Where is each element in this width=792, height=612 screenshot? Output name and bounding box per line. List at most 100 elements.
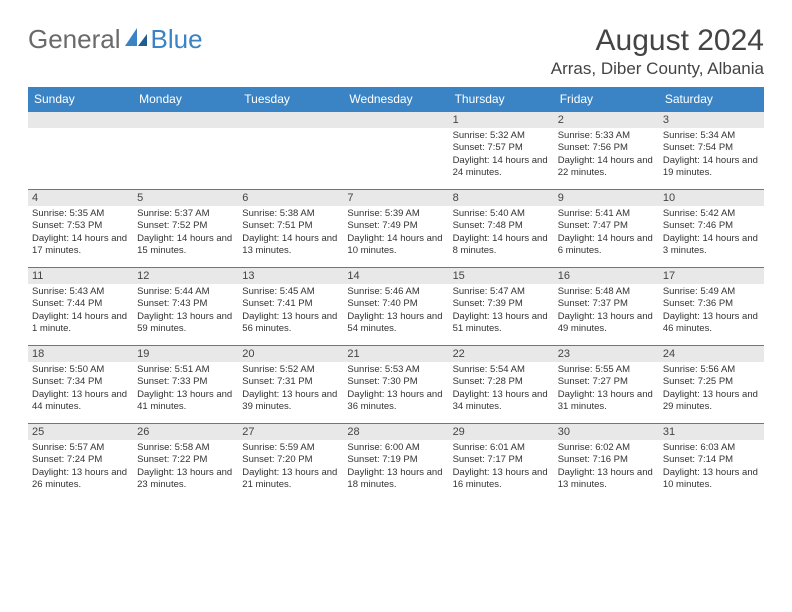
calendar-cell: 4 Sunrise: 5:35 AMSunset: 7:53 PMDaylight…	[28, 189, 133, 267]
day-info: Sunrise: 5:48 AMSunset: 7:37 PMDaylight:…	[558, 286, 655, 335]
location-subtitle: Arras, Diber County, Albania	[551, 59, 764, 79]
day-number: 24	[659, 346, 764, 362]
day-number: 23	[554, 346, 659, 362]
calendar-cell-empty	[133, 111, 238, 189]
logo-text-blue: Blue	[151, 24, 203, 55]
calendar-cell: 9Sunrise: 5:41 AMSunset: 7:47 PMDaylight…	[554, 189, 659, 267]
weekday-header: Friday	[554, 87, 659, 111]
calendar-cell: 14 Sunrise: 5:46 AMSunset: 7:40 PMDayligh…	[343, 267, 448, 345]
day-info: Sunrise: 5:59 AMSunset: 7:20 PMDaylight:…	[242, 442, 339, 491]
day-info: Sunrise: 5:40 AMSunset: 7:48 PMDaylight:…	[453, 208, 550, 257]
day-info: Sunrise: 5:51 AMSunset: 7:33 PMDaylight:…	[137, 364, 234, 413]
day-number: 22	[449, 346, 554, 362]
day-info: Sunrise: 5:58 AMSunset: 7:22 PMDaylight:…	[137, 442, 234, 491]
day-number: 13	[238, 268, 343, 284]
day-info: Sunrise: 6:02 AMSunset: 7:16 PMDaylight:…	[558, 442, 655, 491]
day-number: 10	[659, 190, 764, 206]
day-number: 31	[659, 424, 764, 440]
calendar-cell: 22 Sunrise: 5:54 AMSunset: 7:28 PMDayligh…	[449, 345, 554, 423]
calendar-cell-empty	[28, 111, 133, 189]
day-number: 26	[133, 424, 238, 440]
title-block: August 2024 Arras, Diber County, Albania	[551, 24, 764, 79]
calendar-cell: 23Sunrise: 5:55 AMSunset: 7:27 PMDayligh…	[554, 345, 659, 423]
day-info: Sunrise: 5:37 AMSunset: 7:52 PMDaylight:…	[137, 208, 234, 257]
weekday-header: Saturday	[659, 87, 764, 111]
day-number: 15	[449, 268, 554, 284]
day-number: 21	[343, 346, 448, 362]
day-info: Sunrise: 6:00 AMSunset: 7:19 PMDaylight:…	[347, 442, 444, 491]
header: General Blue August 2024 Arras, Diber Co…	[28, 24, 764, 79]
day-info: Sunrise: 5:45 AMSunset: 7:41 PMDaylight:…	[242, 286, 339, 335]
calendar-cell-empty	[238, 111, 343, 189]
logo: General Blue	[28, 24, 203, 55]
day-number: 14	[343, 268, 448, 284]
calendar-cell: 24Sunrise: 5:56 AMSunset: 7:25 PMDayligh…	[659, 345, 764, 423]
day-number: 11	[28, 268, 133, 284]
day-info: Sunrise: 5:39 AMSunset: 7:49 PMDaylight:…	[347, 208, 444, 257]
day-number: 25	[28, 424, 133, 440]
calendar-cell: 2Sunrise: 5:33 AMSunset: 7:56 PMDaylight…	[554, 111, 659, 189]
day-number: 6	[238, 190, 343, 206]
day-number: 29	[449, 424, 554, 440]
day-number: 27	[238, 424, 343, 440]
day-number: 3	[659, 112, 764, 128]
day-number: 28	[343, 424, 448, 440]
day-info: Sunrise: 5:34 AMSunset: 7:54 PMDaylight:…	[663, 130, 760, 179]
day-info: Sunrise: 5:53 AMSunset: 7:30 PMDaylight:…	[347, 364, 444, 413]
day-info: Sunrise: 5:43 AMSunset: 7:44 PMDaylight:…	[32, 286, 129, 335]
day-number: 16	[554, 268, 659, 284]
day-info: Sunrise: 5:47 AMSunset: 7:39 PMDaylight:…	[453, 286, 550, 335]
day-info: Sunrise: 5:54 AMSunset: 7:28 PMDaylight:…	[453, 364, 550, 413]
day-number: 30	[554, 424, 659, 440]
day-number: 5	[133, 190, 238, 206]
day-number: 7	[343, 190, 448, 206]
day-info: Sunrise: 5:35 AMSunset: 7:53 PMDaylight:…	[32, 208, 129, 257]
day-number: 12	[133, 268, 238, 284]
weekday-header: Tuesday	[238, 87, 343, 111]
day-number: 1	[449, 112, 554, 128]
calendar-cell: 30 Sunrise: 6:02 AMSunset: 7:16 PMDayligh…	[554, 423, 659, 501]
logo-text-general: General	[28, 24, 121, 55]
weekday-header: Thursday	[449, 87, 554, 111]
logo-sail-icon	[123, 24, 149, 55]
calendar-cell: 20Sunrise: 5:52 AMSunset: 7:31 PMDayligh…	[238, 345, 343, 423]
calendar-cell: 12 Sunrise: 5:44 AMSunset: 7:43 PMDayligh…	[133, 267, 238, 345]
calendar-cell: 3 Sunrise: 5:34 AMSunset: 7:54 PMDaylight…	[659, 111, 764, 189]
calendar-grid: 1Sunrise: 5:32 AMSunset: 7:57 PMDaylight…	[28, 111, 764, 501]
day-number: 8	[449, 190, 554, 206]
calendar-cell: 6Sunrise: 5:38 AMSunset: 7:51 PMDaylight…	[238, 189, 343, 267]
calendar-cell: 31 Sunrise: 6:03 AMSunset: 7:14 PMDayligh…	[659, 423, 764, 501]
calendar-cell: 10 Sunrise: 5:42 AMSunset: 7:46 PMDayligh…	[659, 189, 764, 267]
day-info: Sunrise: 5:57 AMSunset: 7:24 PMDaylight:…	[32, 442, 129, 491]
calendar-cell: 27 Sunrise: 5:59 AMSunset: 7:20 PMDayligh…	[238, 423, 343, 501]
day-info: Sunrise: 5:50 AMSunset: 7:34 PMDaylight:…	[32, 364, 129, 413]
calendar-cell: 17Sunrise: 5:49 AMSunset: 7:36 PMDayligh…	[659, 267, 764, 345]
calendar-cell: 15 Sunrise: 5:47 AMSunset: 7:39 PMDayligh…	[449, 267, 554, 345]
calendar-cell: 25 Sunrise: 5:57 AMSunset: 7:24 PMDayligh…	[28, 423, 133, 501]
day-info: Sunrise: 5:46 AMSunset: 7:40 PMDaylight:…	[347, 286, 444, 335]
day-number: 2	[554, 112, 659, 128]
day-info: Sunrise: 5:41 AMSunset: 7:47 PMDaylight:…	[558, 208, 655, 257]
calendar-cell: 21 Sunrise: 5:53 AMSunset: 7:30 PMDayligh…	[343, 345, 448, 423]
day-info: Sunrise: 6:03 AMSunset: 7:14 PMDaylight:…	[663, 442, 760, 491]
calendar-cell: 28 Sunrise: 6:00 AMSunset: 7:19 PMDayligh…	[343, 423, 448, 501]
day-info: Sunrise: 5:52 AMSunset: 7:31 PMDaylight:…	[242, 364, 339, 413]
calendar-cell: 16 Sunrise: 5:48 AMSunset: 7:37 PMDayligh…	[554, 267, 659, 345]
weekday-header-row: SundayMondayTuesdayWednesdayThursdayFrid…	[28, 87, 764, 111]
weekday-header: Sunday	[28, 87, 133, 111]
calendar-cell: 19Sunrise: 5:51 AMSunset: 7:33 PMDayligh…	[133, 345, 238, 423]
calendar-cell: 1Sunrise: 5:32 AMSunset: 7:57 PMDaylight…	[449, 111, 554, 189]
calendar-cell: 7 Sunrise: 5:39 AMSunset: 7:49 PMDaylight…	[343, 189, 448, 267]
day-info: Sunrise: 5:49 AMSunset: 7:36 PMDaylight:…	[663, 286, 760, 335]
calendar-cell: 26 Sunrise: 5:58 AMSunset: 7:22 PMDayligh…	[133, 423, 238, 501]
day-info: Sunrise: 5:42 AMSunset: 7:46 PMDaylight:…	[663, 208, 760, 257]
calendar-cell: 11 Sunrise: 5:43 AMSunset: 7:44 PMDayligh…	[28, 267, 133, 345]
weekday-header: Monday	[133, 87, 238, 111]
calendar-cell: 8 Sunrise: 5:40 AMSunset: 7:48 PMDaylight…	[449, 189, 554, 267]
calendar-cell-empty	[343, 111, 448, 189]
day-number: 4	[28, 190, 133, 206]
calendar-cell: 5 Sunrise: 5:37 AMSunset: 7:52 PMDaylight…	[133, 189, 238, 267]
day-info: Sunrise: 6:01 AMSunset: 7:17 PMDaylight:…	[453, 442, 550, 491]
day-info: Sunrise: 5:44 AMSunset: 7:43 PMDaylight:…	[137, 286, 234, 335]
day-number: 18	[28, 346, 133, 362]
